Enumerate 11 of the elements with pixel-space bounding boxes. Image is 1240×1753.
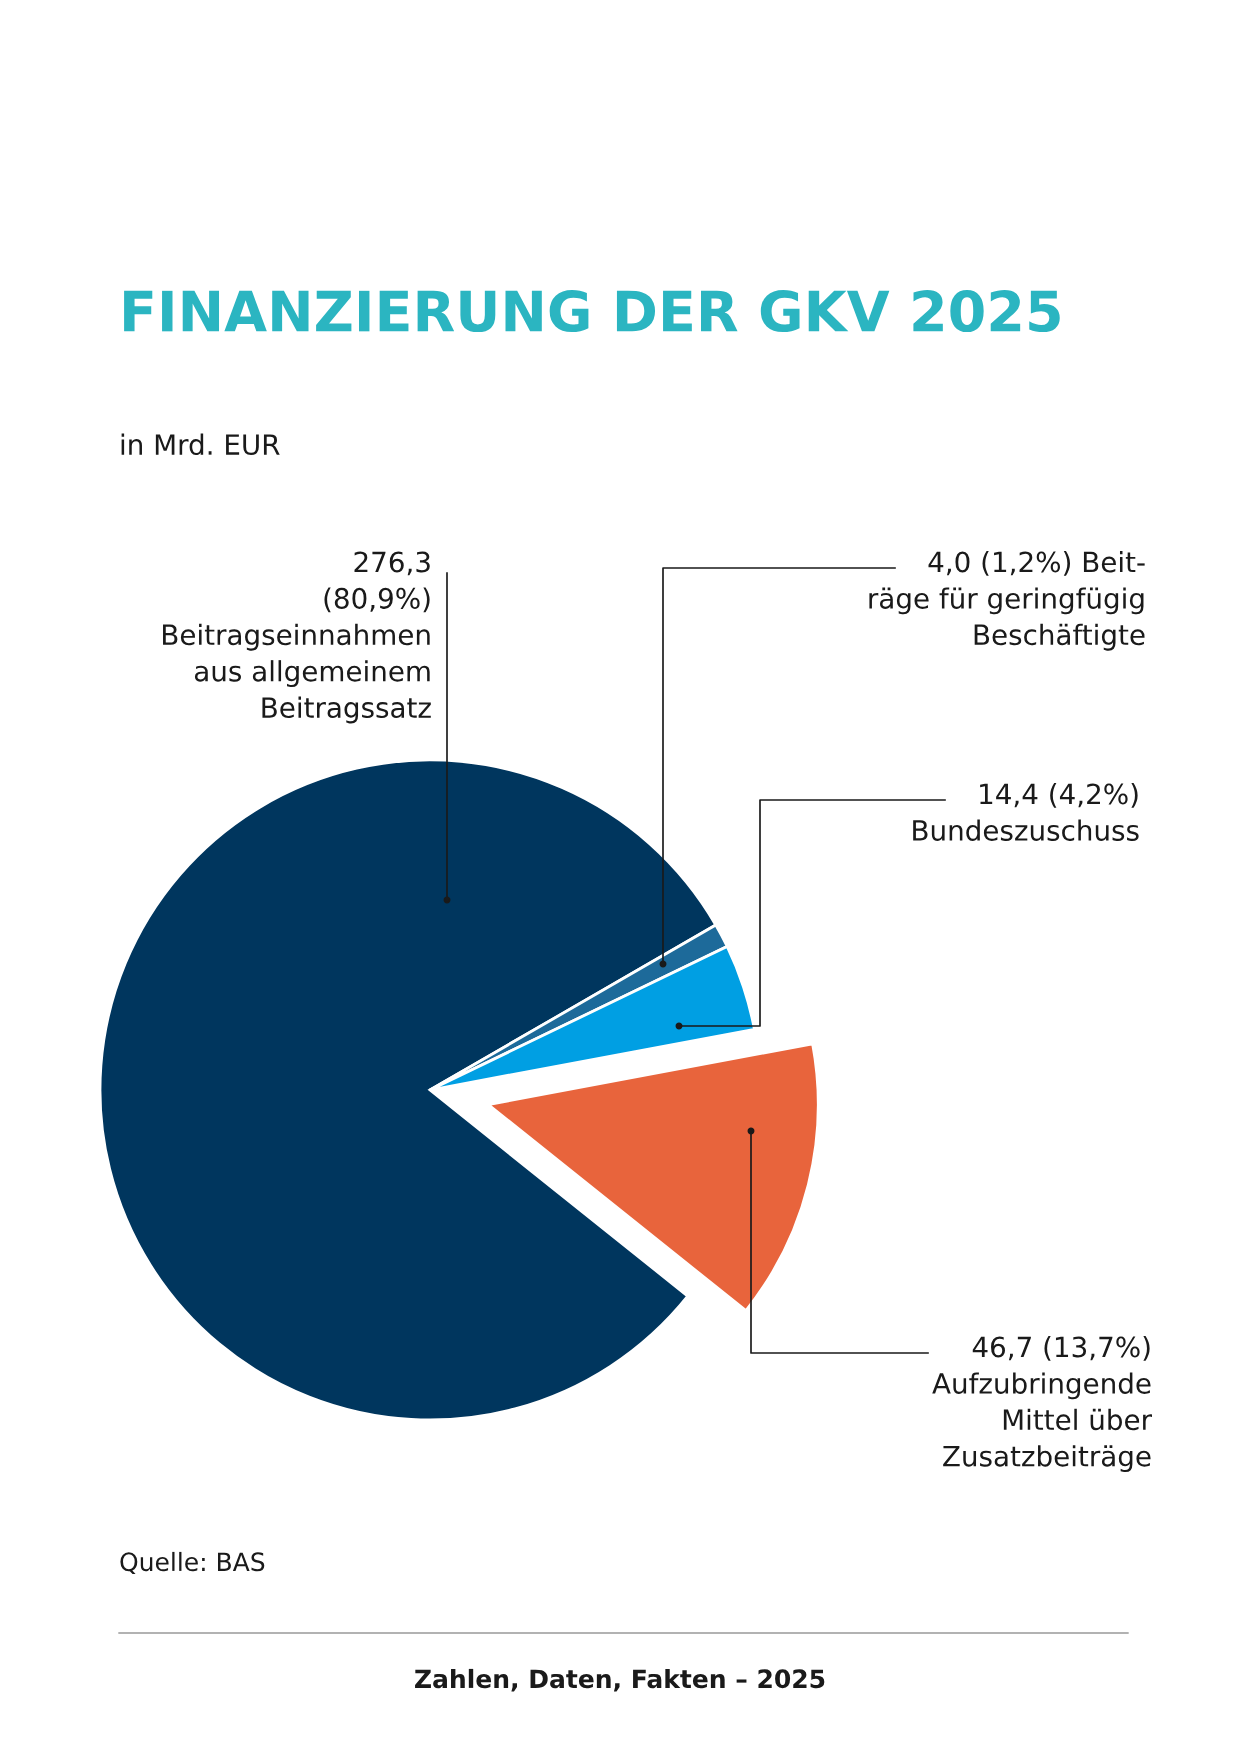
slice-label: Bundeszuschuss — [913, 819, 1139, 841]
slice-label: 4,0 (1,2%) Beit- räge für geringfügig Beschäftigte — [869, 551, 1145, 651]
slice-label: Aufzubringende Mittel über Zusatzbeiträge — [932, 1372, 1152, 1473]
text: Zahlen, Daten, Fakten – 2025 — [415, 1668, 825, 1692]
source-note: Quelle: BAS — [120, 1551, 265, 1575]
slice-label: Beitragseinnahmen aus allgemeinem Beitragssatz — [163, 623, 431, 724]
data-label: 46,7 (13,7%) — [972, 1336, 1150, 1361]
data-label: 276,3 (80,9%) — [324, 551, 430, 613]
data-label: 14,4 (4,2%) — [980, 783, 1138, 808]
chart-title: FINANZIERUNG DER GKV 2025 — [124, 290, 1060, 333]
chart-subtitle: in Mrd. EUR — [121, 433, 280, 456]
